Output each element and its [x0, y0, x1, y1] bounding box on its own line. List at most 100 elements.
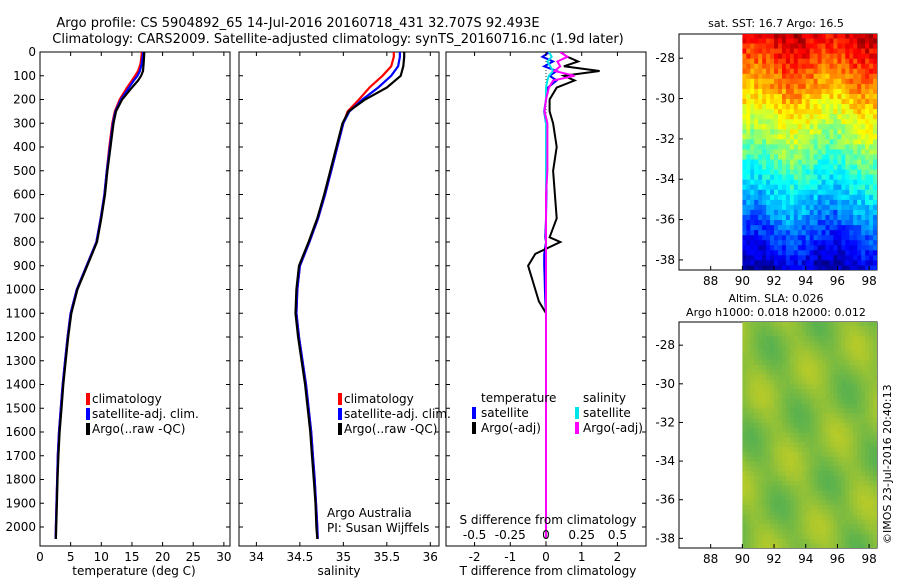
sla-cell — [861, 412, 866, 419]
sla-cell — [782, 383, 787, 390]
sst-cell — [809, 128, 815, 135]
map-y-tick-label: -30 — [655, 377, 675, 391]
sst-cell — [825, 224, 830, 231]
sst-cell — [821, 73, 827, 79]
map-x-tick-label: 98 — [861, 274, 876, 288]
sst-cell — [782, 199, 787, 205]
sst-cell — [821, 133, 827, 140]
sla-cell — [797, 543, 803, 548]
sla-cell — [837, 441, 842, 448]
sst-cell — [821, 265, 827, 270]
sst-cell — [805, 118, 811, 125]
sst-cell — [801, 68, 807, 74]
sst-cell — [774, 48, 779, 54]
sst-cell — [833, 113, 838, 120]
sla-cell — [821, 345, 827, 351]
sla-cell — [750, 354, 755, 361]
sst-cell — [766, 149, 771, 155]
sst-cell — [778, 159, 783, 165]
sla-cell — [742, 441, 747, 448]
sst-cell — [849, 209, 854, 215]
sst-cell — [778, 179, 783, 185]
sla-cell — [849, 461, 854, 467]
sst-cell — [857, 199, 862, 205]
sla-cell — [797, 427, 803, 433]
x-tick-label: -1 — [504, 550, 516, 564]
sst-cell — [785, 48, 791, 54]
sst-cell — [861, 53, 866, 59]
sla-cell — [841, 461, 846, 467]
sla-cell — [793, 514, 799, 520]
sst-cell — [797, 38, 803, 44]
sst-cell — [869, 78, 874, 84]
sst-cell — [742, 234, 747, 241]
sst-cell — [813, 58, 819, 64]
sla-cell — [801, 403, 807, 409]
sla-cell — [845, 340, 850, 346]
sst-cell — [869, 169, 874, 175]
sla-cell — [778, 523, 783, 530]
sst-cell — [778, 73, 783, 79]
sst-cell — [746, 169, 751, 175]
sst-cell — [853, 229, 858, 236]
sst-cell — [865, 103, 870, 110]
sst-cell — [750, 113, 755, 120]
sla-cell — [770, 470, 775, 476]
sst-cell — [853, 244, 858, 251]
sla-cell — [837, 422, 842, 428]
sla-cell — [853, 325, 858, 332]
sla-cell — [869, 509, 874, 515]
sla-cell — [805, 475, 811, 481]
sst-cell — [809, 48, 815, 54]
sst-cell — [758, 204, 763, 210]
sst-cell — [861, 229, 866, 236]
sst-cell — [785, 204, 791, 210]
sla-cell — [849, 470, 854, 476]
sla-cell — [785, 490, 791, 496]
title-line-2: Climatology: CARS2009. Satellite-adjuste… — [52, 32, 624, 47]
sla-cell — [821, 465, 827, 472]
sla-cell — [817, 427, 823, 433]
sla-cell — [849, 383, 854, 390]
sst-cell — [754, 48, 759, 54]
sla-cell — [785, 470, 791, 476]
sla-cell — [813, 412, 819, 419]
sla-cell — [774, 523, 779, 530]
sst-cell — [857, 73, 862, 79]
sla-cell — [789, 475, 795, 481]
sst-cell — [813, 108, 819, 115]
sla-cell — [770, 350, 775, 356]
sla-cell — [841, 398, 846, 404]
sst-cell — [746, 34, 751, 39]
sla-cell — [821, 543, 827, 548]
sla-cell — [766, 340, 771, 346]
sst-cell — [829, 113, 834, 120]
sst-cell — [853, 154, 858, 160]
sla-cell — [766, 519, 771, 525]
sla-cell — [849, 523, 854, 530]
sst-cell — [821, 34, 827, 39]
sst-cell — [813, 239, 819, 246]
sla-cell — [821, 494, 827, 501]
sst-cell — [789, 68, 795, 74]
sst-cell — [750, 108, 755, 115]
sla-cell — [861, 345, 866, 351]
sla-cell — [817, 335, 823, 341]
sla-cell — [821, 446, 827, 452]
sla-cell — [801, 412, 807, 419]
sla-cell — [845, 509, 850, 515]
sla-cell — [821, 485, 827, 491]
sla-cell — [774, 408, 779, 414]
sla-cell — [750, 325, 755, 332]
sla-cell — [849, 398, 854, 404]
sla-cell — [857, 340, 862, 346]
sst-cell — [825, 34, 830, 39]
sst-cell — [845, 63, 850, 69]
sst-cell — [758, 219, 763, 226]
sst-cell — [861, 184, 866, 190]
sst-cell — [742, 53, 747, 59]
sla-cell — [865, 451, 870, 457]
sla-cell — [873, 519, 877, 525]
sla-cell — [793, 451, 799, 457]
sla-cell — [789, 499, 795, 505]
